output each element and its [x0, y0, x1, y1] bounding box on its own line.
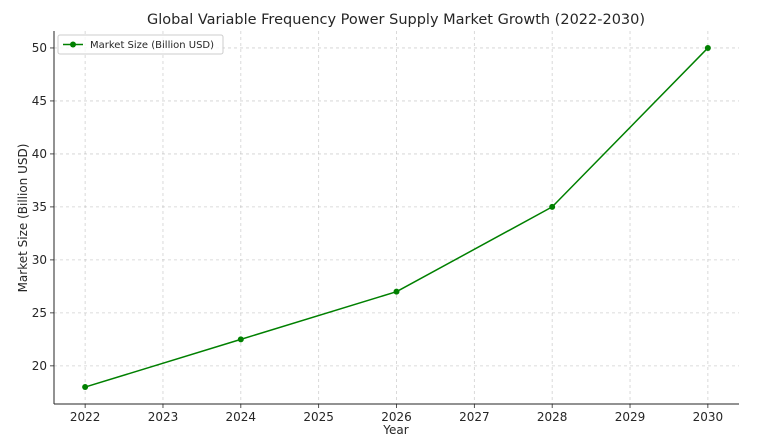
y-axis-label: Market Size (Billion USD) — [16, 144, 30, 293]
x-tick-label: 2026 — [381, 410, 412, 424]
x-tick-label: 2022 — [70, 410, 101, 424]
y-tick-label: 25 — [32, 306, 47, 320]
y-tick-label: 45 — [32, 94, 47, 108]
y-tick-label: 20 — [32, 359, 47, 373]
y-tick-label: 40 — [32, 147, 47, 161]
data-point — [82, 384, 89, 391]
x-tick-label: 2028 — [537, 410, 568, 424]
y-tick-label: 35 — [32, 200, 47, 214]
axis-ticks: 2022 2023 2024 2025 2026 2027 2028 2029 20302025… — [32, 41, 723, 424]
x-tick-label: 2023 — [148, 410, 179, 424]
data-point — [704, 44, 711, 51]
x-tick-label: 2024 — [226, 410, 257, 424]
legend-marker-swatch — [70, 41, 76, 48]
data-point — [237, 336, 244, 343]
grid-lines — [54, 31, 739, 404]
x-tick-label: 2029 — [615, 410, 646, 424]
y-tick-label: 50 — [32, 41, 47, 55]
x-tick-label: 2030 — [693, 410, 724, 424]
data-point — [549, 203, 556, 210]
legend: Market Size (Billion USD) — [57, 34, 224, 55]
chart-title: Global Variable Frequency Power Supply M… — [147, 12, 645, 28]
legend-box — [57, 34, 224, 55]
data-point — [393, 288, 400, 295]
x-tick-label: 2025 — [303, 410, 334, 424]
x-axis-label: Year — [382, 423, 408, 437]
data-series — [82, 44, 711, 391]
y-tick-label: 30 — [32, 253, 47, 267]
legend-entry-label: Market Size (Billion USD) — [90, 40, 214, 51]
x-tick-label: 2027 — [459, 410, 490, 424]
